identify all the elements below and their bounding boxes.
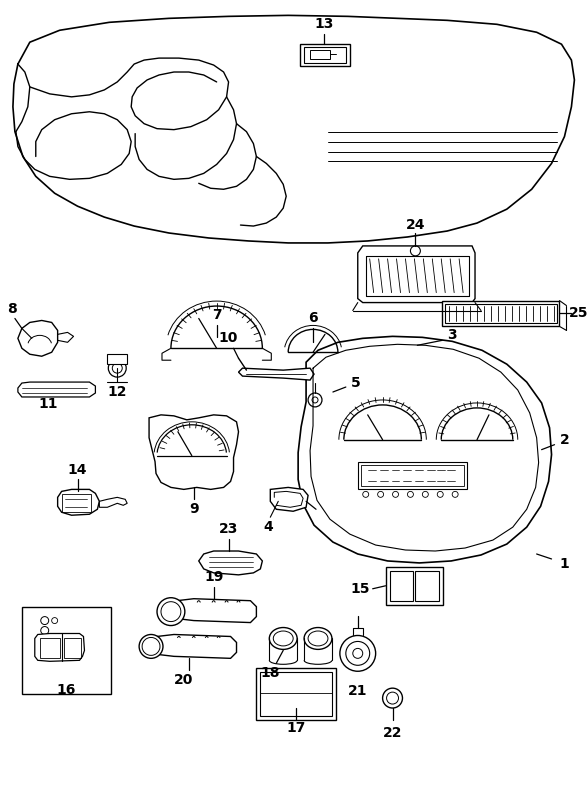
Bar	[361, 465, 464, 487]
Polygon shape	[298, 336, 552, 563]
Text: 16: 16	[57, 683, 76, 697]
Text: 11: 11	[38, 397, 58, 411]
Circle shape	[340, 636, 376, 671]
Ellipse shape	[304, 627, 332, 649]
Polygon shape	[58, 490, 99, 516]
Bar	[310, 50, 330, 59]
Circle shape	[383, 689, 402, 708]
Text: 6: 6	[308, 311, 318, 325]
Bar	[260, 672, 332, 716]
Polygon shape	[199, 551, 262, 575]
Polygon shape	[99, 498, 127, 507]
Text: 22: 22	[383, 726, 402, 740]
Text: 9: 9	[189, 502, 199, 516]
Text: 13: 13	[314, 17, 333, 31]
Polygon shape	[171, 599, 256, 623]
Text: 25: 25	[569, 307, 588, 321]
Bar	[390, 571, 413, 601]
Text: 5: 5	[351, 376, 360, 390]
Text: 7: 7	[212, 308, 222, 322]
Bar	[256, 668, 336, 720]
Text: 3: 3	[447, 329, 457, 343]
Polygon shape	[239, 368, 314, 380]
Bar	[64, 638, 82, 659]
Text: 4: 4	[263, 520, 273, 534]
Bar	[108, 354, 127, 364]
Text: 20: 20	[174, 673, 193, 687]
Polygon shape	[151, 634, 236, 659]
Text: 8: 8	[7, 302, 17, 315]
Bar	[22, 607, 111, 694]
Text: 19: 19	[204, 570, 223, 584]
Bar	[442, 300, 560, 326]
Text: 10: 10	[219, 332, 238, 345]
Polygon shape	[35, 634, 85, 661]
Text: 24: 24	[406, 218, 425, 232]
Bar	[304, 47, 346, 63]
Polygon shape	[358, 246, 475, 303]
Bar	[300, 44, 350, 66]
Text: 21: 21	[348, 684, 368, 698]
Circle shape	[139, 634, 163, 659]
Bar	[386, 567, 443, 604]
Text: 15: 15	[350, 582, 369, 596]
Bar	[62, 494, 91, 512]
Bar	[358, 461, 467, 490]
Ellipse shape	[269, 627, 297, 649]
Text: 12: 12	[108, 385, 127, 399]
Bar	[40, 638, 59, 659]
Polygon shape	[18, 321, 58, 356]
Text: 17: 17	[286, 721, 306, 735]
Text: 23: 23	[219, 522, 238, 536]
Bar	[415, 571, 439, 601]
Circle shape	[157, 597, 185, 626]
Bar	[445, 303, 556, 323]
Text: 18: 18	[260, 667, 280, 680]
Polygon shape	[270, 487, 308, 511]
Circle shape	[108, 359, 126, 377]
Text: 1: 1	[560, 557, 569, 571]
Text: 14: 14	[68, 462, 87, 476]
Polygon shape	[18, 382, 95, 397]
Text: 2: 2	[560, 433, 569, 446]
Polygon shape	[149, 415, 239, 490]
